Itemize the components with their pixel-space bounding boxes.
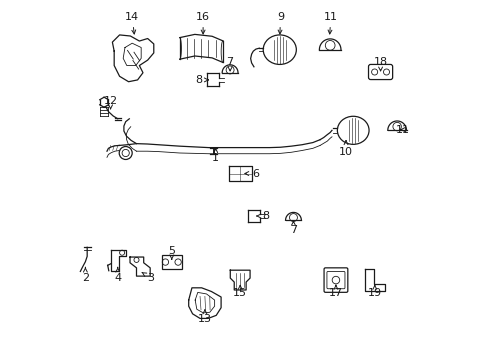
Text: 9: 9 [276,12,284,34]
Text: 7: 7 [289,221,296,235]
Bar [162,255,182,269]
Text: 7: 7 [226,57,233,71]
Text: 12: 12 [103,96,118,109]
Text: 3: 3 [142,273,154,283]
Text: 2: 2 [81,267,89,283]
Text: 17: 17 [328,285,342,298]
Text: 6: 6 [244,168,258,179]
Text: 15: 15 [233,285,246,298]
Text: 19: 19 [367,285,381,298]
Text: 11: 11 [323,12,337,34]
Text: 5: 5 [168,246,175,259]
Text: 18: 18 [373,57,387,71]
Text: 14: 14 [125,12,139,34]
Text: 13: 13 [198,310,211,324]
Text: 8: 8 [256,211,269,221]
Text: 10: 10 [338,141,352,157]
Text: 4: 4 [114,267,121,283]
Text: 1: 1 [212,149,219,163]
Text: 11: 11 [395,125,409,135]
Text: 8: 8 [195,75,208,85]
Text: 16: 16 [196,12,210,34]
